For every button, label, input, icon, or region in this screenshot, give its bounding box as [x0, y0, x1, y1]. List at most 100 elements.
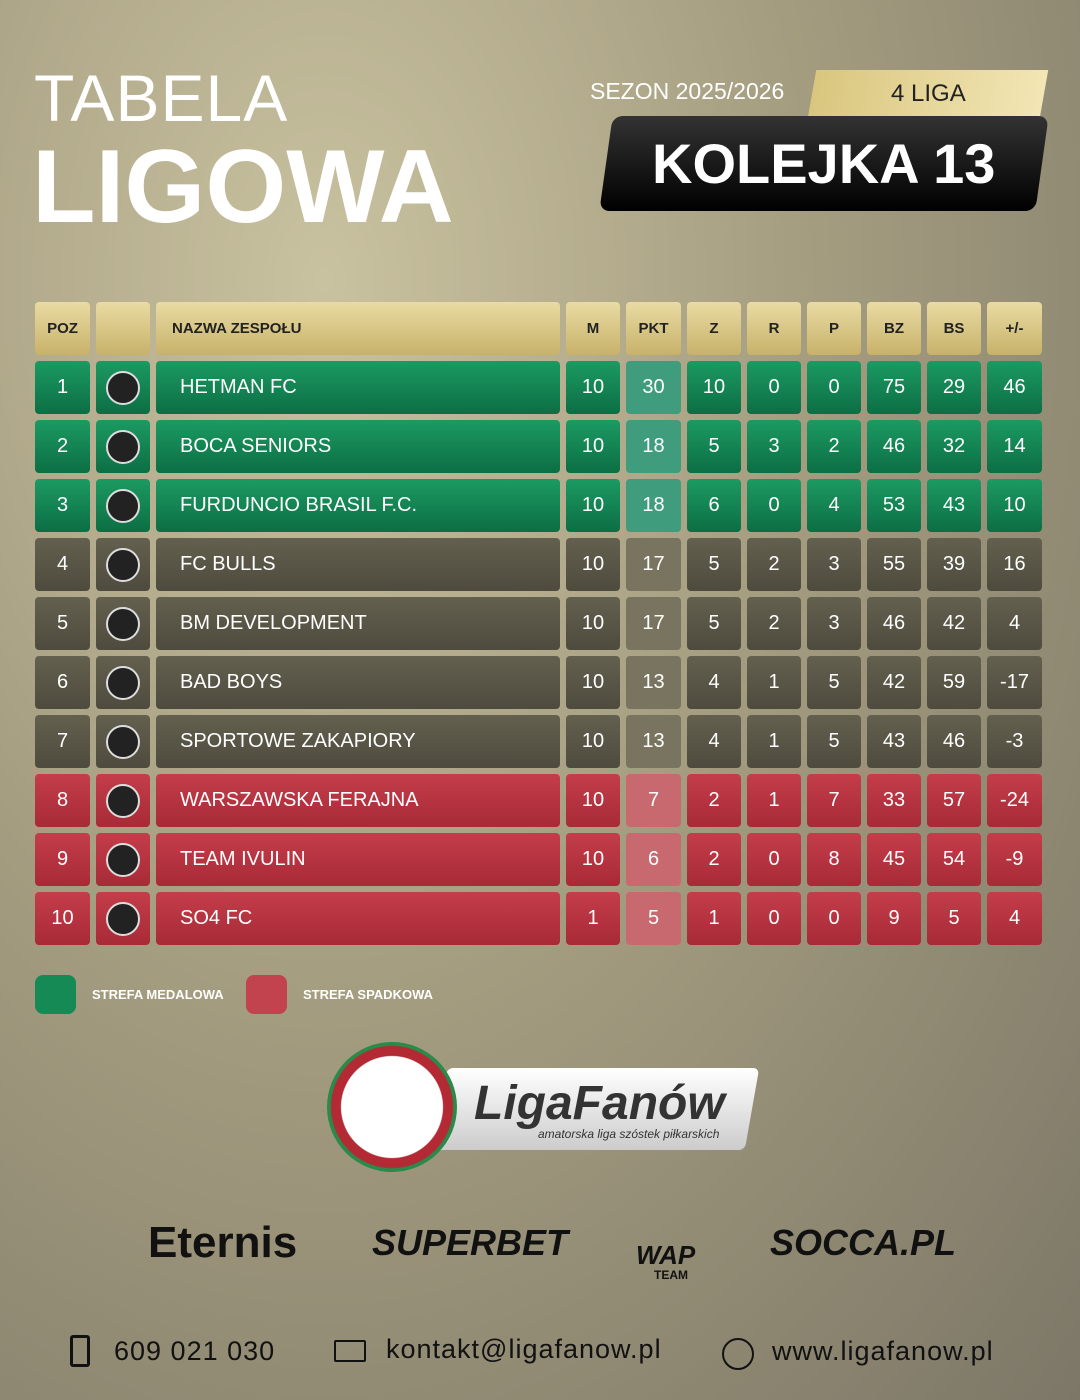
table-cell: 5 [626, 892, 681, 945]
season: SEZON 2025/2026 [590, 78, 785, 104]
table-cell: 1 [747, 656, 801, 709]
team-logo [106, 370, 140, 405]
table-cell: 6 [35, 656, 90, 709]
table-cell: 8 [35, 774, 90, 827]
table-cell: 17 [626, 597, 681, 650]
table-cell: 1 [747, 715, 801, 768]
table-cell: 4 [687, 656, 741, 709]
table-cell: 5 [35, 597, 90, 650]
table-cell: 42 [927, 597, 981, 650]
round-badge: KOLEJKA 13 [599, 116, 1049, 211]
table-cell: 3 [807, 538, 861, 591]
table-cell: 14 [987, 420, 1042, 473]
table-cell: 29 [927, 361, 981, 414]
table-cell: 10 [566, 715, 620, 768]
table-cell: 10 [35, 892, 90, 945]
logo-cell [96, 538, 150, 591]
sponsor: WAP [636, 1240, 696, 1270]
sponsor: TEAM [654, 1268, 688, 1282]
league-badge: 4 LIGA [807, 70, 1049, 118]
table-cell: 46 [867, 420, 921, 473]
table-cell: 43 [927, 479, 981, 532]
team-name: HETMAN FC [156, 361, 560, 414]
table-cell: 10 [566, 538, 620, 591]
table-cell: 16 [987, 538, 1042, 591]
website: www.ligafanow.pl [772, 1336, 994, 1366]
table-cell: 53 [867, 479, 921, 532]
table-cell: 43 [867, 715, 921, 768]
round: KOLEJKA 13 [652, 132, 996, 195]
table-cell: 13 [626, 715, 681, 768]
table-cell: 10 [566, 833, 620, 886]
table-cell: 3 [807, 597, 861, 650]
table-cell: 9 [35, 833, 90, 886]
table-cell: 57 [927, 774, 981, 827]
table-cell: 17 [626, 538, 681, 591]
phone-icon [70, 1335, 90, 1367]
web-icon [722, 1338, 754, 1370]
phone: 609 021 030 [114, 1336, 276, 1366]
logo-cell [96, 892, 150, 945]
email: kontakt@ligafanow.pl [386, 1334, 662, 1364]
table-cell: 0 [747, 479, 801, 532]
table-cell: 1 [566, 892, 620, 945]
table-cell: 54 [927, 833, 981, 886]
logo-cell [96, 715, 150, 768]
table-cell: -17 [987, 656, 1042, 709]
table-cell: 10 [987, 479, 1042, 532]
column-header: M [566, 302, 620, 355]
table-cell: 2 [687, 774, 741, 827]
table-cell: 13 [626, 656, 681, 709]
table-cell: -3 [987, 715, 1042, 768]
table-cell: 7 [626, 774, 681, 827]
team-logo [106, 665, 140, 700]
column-header: +/- [987, 302, 1042, 355]
table-cell: 4 [35, 538, 90, 591]
column-header-blank [96, 302, 150, 355]
table-cell: 2 [35, 420, 90, 473]
table-cell: 6 [626, 833, 681, 886]
sponsor: Eternis [148, 1218, 298, 1267]
table-cell: 55 [867, 538, 921, 591]
table-cell: 0 [747, 892, 801, 945]
table-cell: 45 [867, 833, 921, 886]
team-logo [106, 488, 140, 523]
table-cell: 1 [35, 361, 90, 414]
table-cell: 5 [687, 420, 741, 473]
table-cell: 5 [807, 715, 861, 768]
column-header: BS [927, 302, 981, 355]
team-name: TEAM IVULIN [156, 833, 560, 886]
team-name: BM DEVELOPMENT [156, 597, 560, 650]
team-name: FURDUNCIO BRASIL F.C. [156, 479, 560, 532]
column-header: PKT [626, 302, 681, 355]
brand-name: LigaFanów [474, 1077, 725, 1130]
table-cell: -9 [987, 833, 1042, 886]
table-cell: 10 [566, 656, 620, 709]
team-name: BOCA SENIORS [156, 420, 560, 473]
brand-logo [327, 1042, 457, 1172]
table-cell: 33 [867, 774, 921, 827]
table-cell: 10 [687, 361, 741, 414]
team-logo [106, 842, 140, 877]
team-name: SO4 FC [156, 892, 560, 945]
table-cell: 32 [927, 420, 981, 473]
table-cell: 18 [626, 420, 681, 473]
team-logo [106, 547, 140, 582]
table-cell: 7 [807, 774, 861, 827]
table-cell: 2 [807, 420, 861, 473]
table-cell: 5 [807, 656, 861, 709]
table-cell: 10 [566, 479, 620, 532]
table-cell: 10 [566, 420, 620, 473]
column-header: POZ [35, 302, 90, 355]
table-cell: 4 [987, 892, 1042, 945]
team-logo [106, 724, 140, 759]
table-cell: 4 [807, 479, 861, 532]
logo-cell [96, 774, 150, 827]
table-cell: 0 [747, 833, 801, 886]
table-cell: 46 [987, 361, 1042, 414]
table-cell: 10 [566, 774, 620, 827]
table-cell: 59 [927, 656, 981, 709]
table-cell: 2 [747, 538, 801, 591]
league: 4 LIGA [890, 80, 966, 107]
table-cell: 30 [626, 361, 681, 414]
